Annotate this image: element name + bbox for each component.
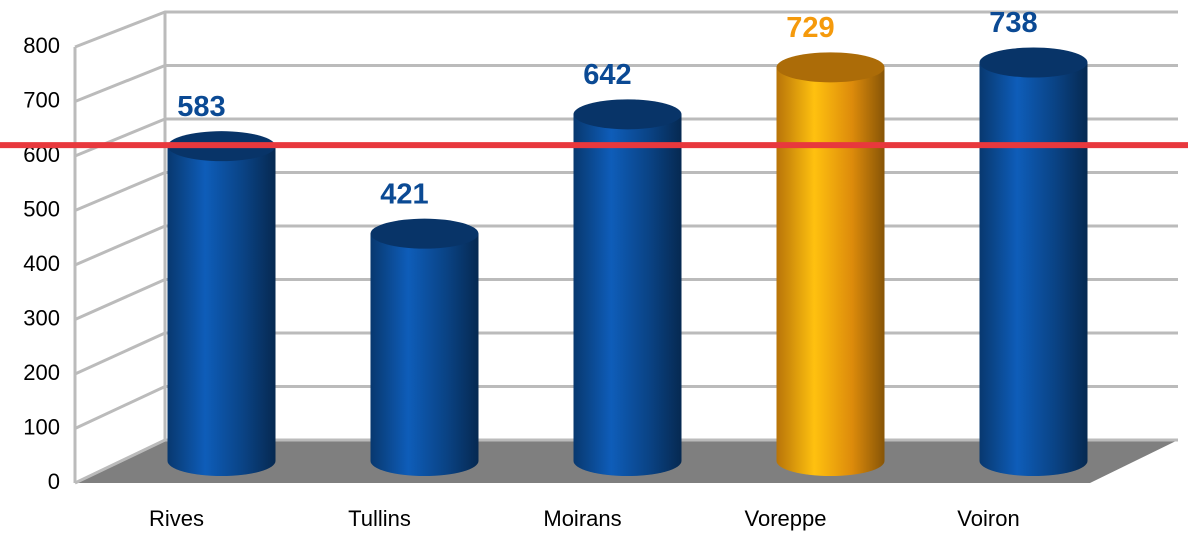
bar bbox=[573, 114, 682, 477]
bar bbox=[370, 233, 479, 477]
x-tick-label: Voiron bbox=[957, 506, 1019, 531]
bar-top bbox=[776, 52, 885, 83]
bar-top bbox=[979, 47, 1088, 78]
value-label: 642 bbox=[583, 59, 631, 91]
x-tick-label: Rives bbox=[149, 506, 204, 531]
x-tick-label: Tullins bbox=[348, 506, 411, 531]
y-tick-label: 100 bbox=[23, 414, 60, 439]
y-tick-label: 200 bbox=[23, 360, 60, 385]
bar bbox=[776, 67, 885, 476]
bar-top bbox=[573, 99, 682, 130]
value-label: 729 bbox=[786, 12, 834, 44]
x-tick-label: Moirans bbox=[543, 506, 621, 531]
x-tick-label: Voreppe bbox=[745, 506, 827, 531]
value-label: 738 bbox=[989, 7, 1037, 39]
y-tick-label: 0 bbox=[48, 469, 60, 494]
y-tick-label: 300 bbox=[23, 305, 60, 330]
bar bbox=[979, 62, 1088, 477]
bar-top bbox=[370, 218, 479, 249]
y-tick-label: 700 bbox=[23, 87, 60, 112]
y-tick-label: 400 bbox=[23, 251, 60, 276]
value-label: 583 bbox=[177, 91, 225, 123]
y-tick-label: 500 bbox=[23, 196, 60, 221]
y-tick-label: 800 bbox=[23, 33, 60, 58]
value-label: 421 bbox=[380, 178, 428, 210]
grid-line bbox=[74, 10, 1178, 49]
bar bbox=[167, 146, 276, 477]
